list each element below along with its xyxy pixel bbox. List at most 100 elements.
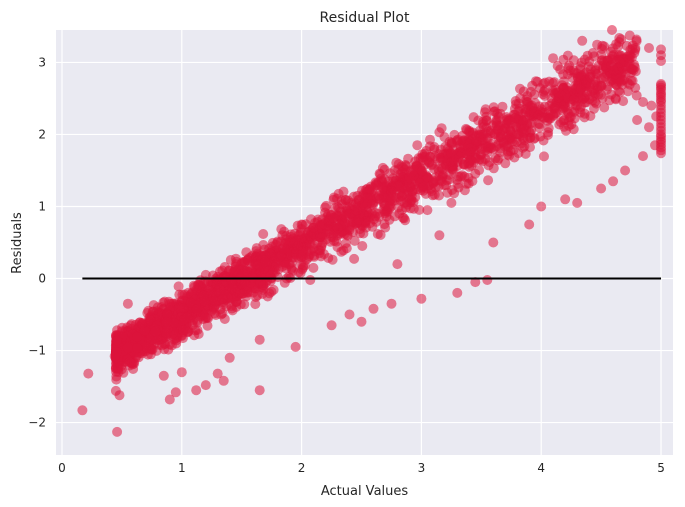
data-point [150,326,161,337]
data-point [508,144,519,155]
data-point [344,208,355,219]
data-point [554,119,565,130]
data-point [560,89,571,100]
data-point [143,305,154,316]
data-point [340,238,351,249]
data-point [185,297,196,308]
data-point [576,57,587,68]
data-point [544,76,555,87]
data-point [416,293,427,304]
data-point [183,287,194,298]
data-point [191,304,202,315]
data-point [353,194,364,205]
data-point [482,147,493,158]
data-point [646,100,657,111]
data-point [173,281,184,292]
data-point [349,235,360,246]
data-point [308,262,319,273]
data-point [375,229,386,240]
data-point [252,290,263,301]
data-point [353,214,364,225]
data-point [336,210,347,221]
x-tick-label: 5 [657,461,665,475]
y-tick-label: −1 [28,344,46,358]
data-point [446,156,457,167]
data-point [161,327,172,338]
data-point [242,255,253,266]
data-point [467,130,478,141]
data-point [112,426,123,437]
x-axis-ticks: 0 1 2 3 4 5 [58,461,665,475]
data-point [467,176,478,187]
data-point [116,361,127,372]
data-point [170,387,181,398]
data-point [162,309,173,320]
data-point [488,237,499,248]
data-point [296,219,307,230]
data-point [536,201,547,212]
data-point [572,100,583,111]
data-point [464,161,475,172]
data-point [188,280,199,291]
data-point [251,246,262,257]
data-point [406,194,416,205]
data-point [561,125,571,136]
data-point [326,320,337,331]
data-point [374,193,385,204]
data-point [152,302,163,313]
data-point [607,25,617,35]
data-point [536,104,547,115]
data-point [166,340,177,351]
data-point [489,106,500,117]
data-point [124,357,135,367]
data-point [401,161,412,172]
data-point [296,252,307,262]
data-point [425,141,435,152]
data-point [488,163,499,174]
data-point [275,251,286,262]
data-point [478,116,489,127]
data-point [626,75,637,86]
data-point [227,305,238,316]
data-point [599,102,610,113]
data-point [117,322,128,333]
data-point [286,262,297,273]
data-point [142,343,153,354]
data-point [212,368,223,379]
data-point [295,268,306,278]
data-point [327,254,338,265]
data-point [596,73,607,84]
data-point [393,164,404,175]
data-point [470,277,481,288]
data-point [478,134,489,145]
data-point [279,226,290,237]
data-point [279,277,290,288]
data-point [209,295,220,306]
data-point [476,154,487,165]
data-point [500,158,511,169]
data-point [428,176,439,187]
data-point [335,221,346,231]
data-point [412,140,423,151]
data-point [224,352,235,363]
data-point [572,197,583,208]
data-point [596,89,607,100]
data-point [441,180,451,191]
data-point [590,97,601,107]
x-tick-label: 3 [418,461,426,475]
data-point [250,299,261,310]
data-point [446,148,457,159]
data-point [326,209,337,220]
data-point [290,341,301,352]
data-point [397,212,408,223]
data-point [340,195,351,206]
data-point [132,331,143,342]
data-point [584,56,595,67]
data-point [644,43,654,53]
chart-title: Residual Plot [320,10,410,26]
data-point [321,200,332,211]
data-point [293,230,304,241]
data-point [193,329,204,339]
data-point [581,77,592,88]
data-point [258,229,269,239]
